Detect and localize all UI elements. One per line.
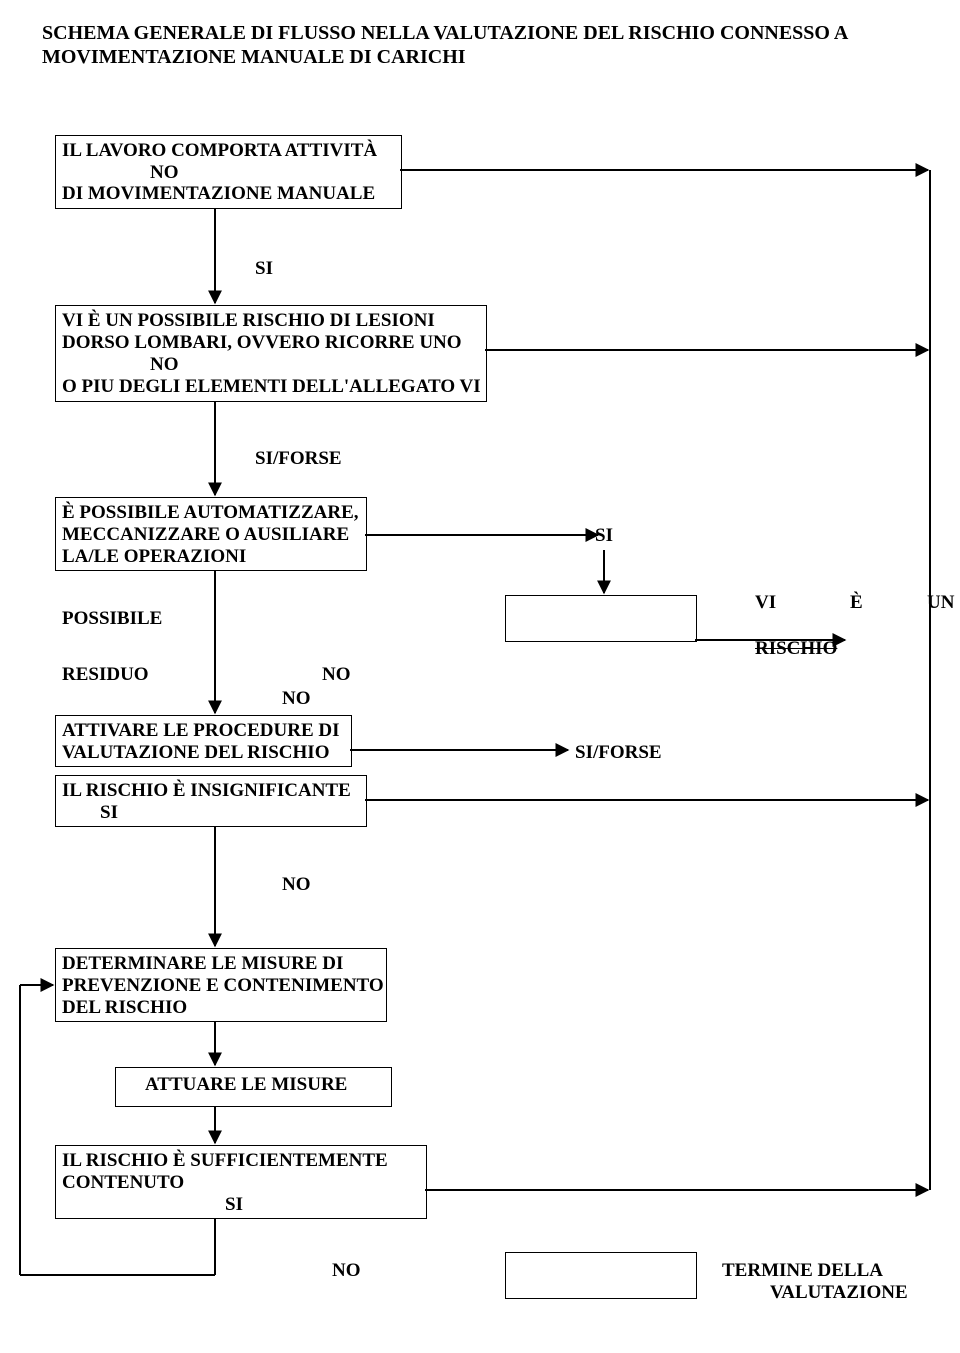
title-line-1: SCHEMA GENERALE DI FLUSSO NELLA VALUTAZI… — [42, 22, 848, 45]
b9-l2: CONTENUTO — [62, 1172, 184, 1194]
label-possibile: POSSIBILE — [62, 608, 162, 630]
label-si-1: SI — [255, 258, 273, 280]
b6-l2: SI — [100, 802, 118, 824]
title-line-2: MOVIMENTAZIONE MANUALE DI CARICHI — [42, 46, 466, 69]
label-rischio: RISCHIO — [755, 638, 837, 660]
label-termine-2: VALUTAZIONE — [770, 1282, 908, 1304]
b9-l1: IL RISCHIO È SUFFICIENTEMENTE — [62, 1150, 388, 1172]
flowchart-stage: SCHEMA GENERALE DI FLUSSO NELLA VALUTAZI… — [0, 0, 960, 1353]
box-empty-mid — [505, 595, 697, 642]
box-empty-bottom — [505, 1252, 697, 1299]
b8-l1: ATTUARE LE MISURE — [145, 1074, 347, 1096]
label-no-4: NO — [332, 1260, 361, 1282]
b3-l1: È POSSIBILE AUTOMATIZZARE, — [62, 502, 359, 524]
b5-l2: VALUTAZIONE DEL RISCHIO — [62, 742, 329, 764]
label-siforse-2: SI/FORSE — [575, 742, 662, 764]
b9-l3: SI — [225, 1194, 243, 1216]
b2-l1: VI È UN POSSIBILE RISCHIO DI LESIONI — [62, 310, 435, 332]
label-termine-1: TERMINE DELLA — [722, 1260, 883, 1282]
b7-l3: DEL RISCHIO — [62, 997, 187, 1019]
b5-l1: ATTIVARE LE PROCEDURE DI — [62, 720, 340, 742]
b1-l1: IL LAVORO COMPORTA ATTIVITÀ — [62, 140, 377, 162]
label-no-mid1: NO — [322, 664, 351, 686]
b3-l3: LA/LE OPERAZIONI — [62, 546, 246, 568]
label-e: È — [850, 592, 863, 614]
label-residuo: RESIDUO — [62, 664, 149, 686]
label-no-3: NO — [282, 874, 311, 896]
label-si-right: SI — [595, 525, 613, 547]
b3-l2: MECCANIZZARE O AUSILIARE — [62, 524, 349, 546]
b2-l2: DORSO LOMBARI, OVVERO RICORRE UNO — [62, 332, 462, 354]
b6-l1: IL RISCHIO È INSIGNIFICANTE — [62, 780, 351, 802]
b1-l3: DI MOVIMENTAZIONE MANUALE — [62, 183, 375, 205]
b7-l2: PREVENZIONE E CONTENIMENTO — [62, 975, 384, 997]
b2-l4: O PIU DEGLI ELEMENTI DELL'ALLEGATO VI — [62, 376, 481, 398]
label-vi: VI — [755, 592, 776, 614]
label-siforse-1: SI/FORSE — [255, 448, 342, 470]
b7-l1: DETERMINARE LE MISURE DI — [62, 953, 343, 975]
label-un: UN — [927, 592, 954, 614]
b2-l3: NO — [150, 354, 179, 376]
b1-l2: NO — [150, 162, 179, 184]
label-no-mid2: NO — [282, 688, 311, 710]
